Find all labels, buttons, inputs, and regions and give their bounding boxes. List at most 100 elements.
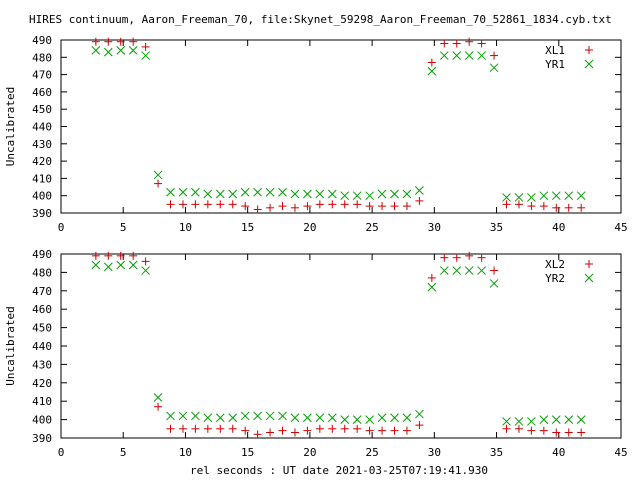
plot-frame [60, 39, 622, 214]
data-point [365, 426, 374, 435]
data-point [103, 47, 113, 57]
data-point [352, 415, 362, 424]
data-point [452, 39, 461, 48]
data-point [452, 51, 462, 60]
data-point [241, 202, 250, 211]
data-point [402, 189, 412, 199]
data-point [278, 411, 287, 421]
data-point [278, 202, 287, 211]
plot-panel-2: 390 400 410 420 430 440 450 460 470 480 490 0 5 10 15 2… [4, 248, 628, 459]
data-point [104, 37, 113, 46]
data-point [539, 415, 549, 424]
data-point [390, 413, 399, 423]
data-point [91, 46, 101, 55]
data-point [377, 413, 387, 423]
legend-marker [585, 46, 593, 54]
data-point [502, 424, 511, 433]
data-point [128, 260, 138, 270]
data-point [402, 202, 411, 211]
x-tick-label: 40 [552, 446, 565, 459]
data-point [328, 200, 337, 209]
data-point [266, 203, 275, 212]
data-point [365, 191, 374, 201]
data-point [576, 415, 586, 424]
data-point [203, 413, 213, 423]
x-tick-label: 30 [428, 221, 441, 234]
y-tick-label: 440 [32, 121, 52, 134]
y-tick-label: 410 [32, 172, 52, 185]
data-point [303, 189, 312, 199]
data-point [564, 203, 573, 212]
y-tick-label: 400 [32, 190, 52, 203]
x-tick-label: 45 [614, 446, 627, 459]
data-point [203, 424, 212, 433]
data-point [228, 424, 237, 433]
y-tick-label: 390 [32, 207, 52, 220]
data-point [378, 426, 387, 435]
data-point [166, 424, 175, 433]
data-point [353, 424, 362, 433]
y-tick-label: 420 [32, 155, 52, 168]
legend-label: XL1 [545, 44, 565, 57]
data-point [241, 426, 250, 435]
y-tick-label: 480 [32, 51, 52, 64]
data-point [154, 402, 163, 411]
data-point [502, 193, 511, 202]
x-tick-label: 5 [120, 446, 127, 459]
y-tick-label: 430 [32, 358, 52, 371]
legend-marker [584, 273, 594, 283]
data-point [141, 51, 150, 60]
data-point [415, 421, 424, 430]
data-point [265, 411, 275, 421]
x-tick-label: 10 [179, 446, 192, 459]
data-point [489, 63, 499, 73]
data-point [215, 189, 225, 199]
data-point [402, 426, 411, 435]
data-point [128, 46, 138, 55]
data-point [514, 424, 523, 433]
data-point [103, 262, 113, 272]
data-point [153, 170, 163, 180]
data-point [539, 202, 548, 211]
data-point [390, 189, 399, 199]
x-tick-label: 15 [241, 446, 254, 459]
legend-label: YR2 [545, 272, 565, 285]
data-point [340, 200, 349, 209]
legend-marker [584, 59, 594, 69]
data-point [577, 428, 586, 437]
data-point [328, 424, 337, 433]
data-point [465, 37, 474, 46]
data-point [266, 428, 275, 437]
data-point [490, 266, 499, 275]
data-point [477, 253, 486, 262]
data-point [527, 426, 536, 435]
plot-frame [60, 253, 622, 439]
x-tick-label: 15 [241, 221, 254, 234]
data-point [427, 58, 436, 67]
data-point [365, 202, 374, 211]
y-tick-label: 410 [32, 395, 52, 408]
data-point [290, 428, 299, 437]
data-point [91, 37, 100, 46]
series-YR2 [91, 260, 586, 426]
data-point [464, 51, 474, 60]
data-point [91, 251, 100, 260]
y-axis-label: Uncalibrated [4, 306, 17, 385]
data-point [178, 424, 187, 433]
data-point [240, 187, 250, 197]
data-point [240, 411, 250, 421]
x-tick-label: 10 [179, 221, 192, 234]
data-point [439, 266, 449, 275]
data-point [191, 411, 200, 421]
data-point [303, 202, 312, 211]
data-point [116, 46, 126, 55]
data-point [141, 42, 150, 51]
data-point [303, 413, 312, 423]
data-point [290, 413, 300, 423]
data-point [340, 191, 350, 201]
plot-panel-1: 390 400 410 420 430 440 450 460 470 480 490 0 5 10 15 2… [4, 34, 628, 234]
data-point [527, 417, 536, 426]
data-point [477, 266, 486, 275]
data-point [228, 200, 237, 209]
